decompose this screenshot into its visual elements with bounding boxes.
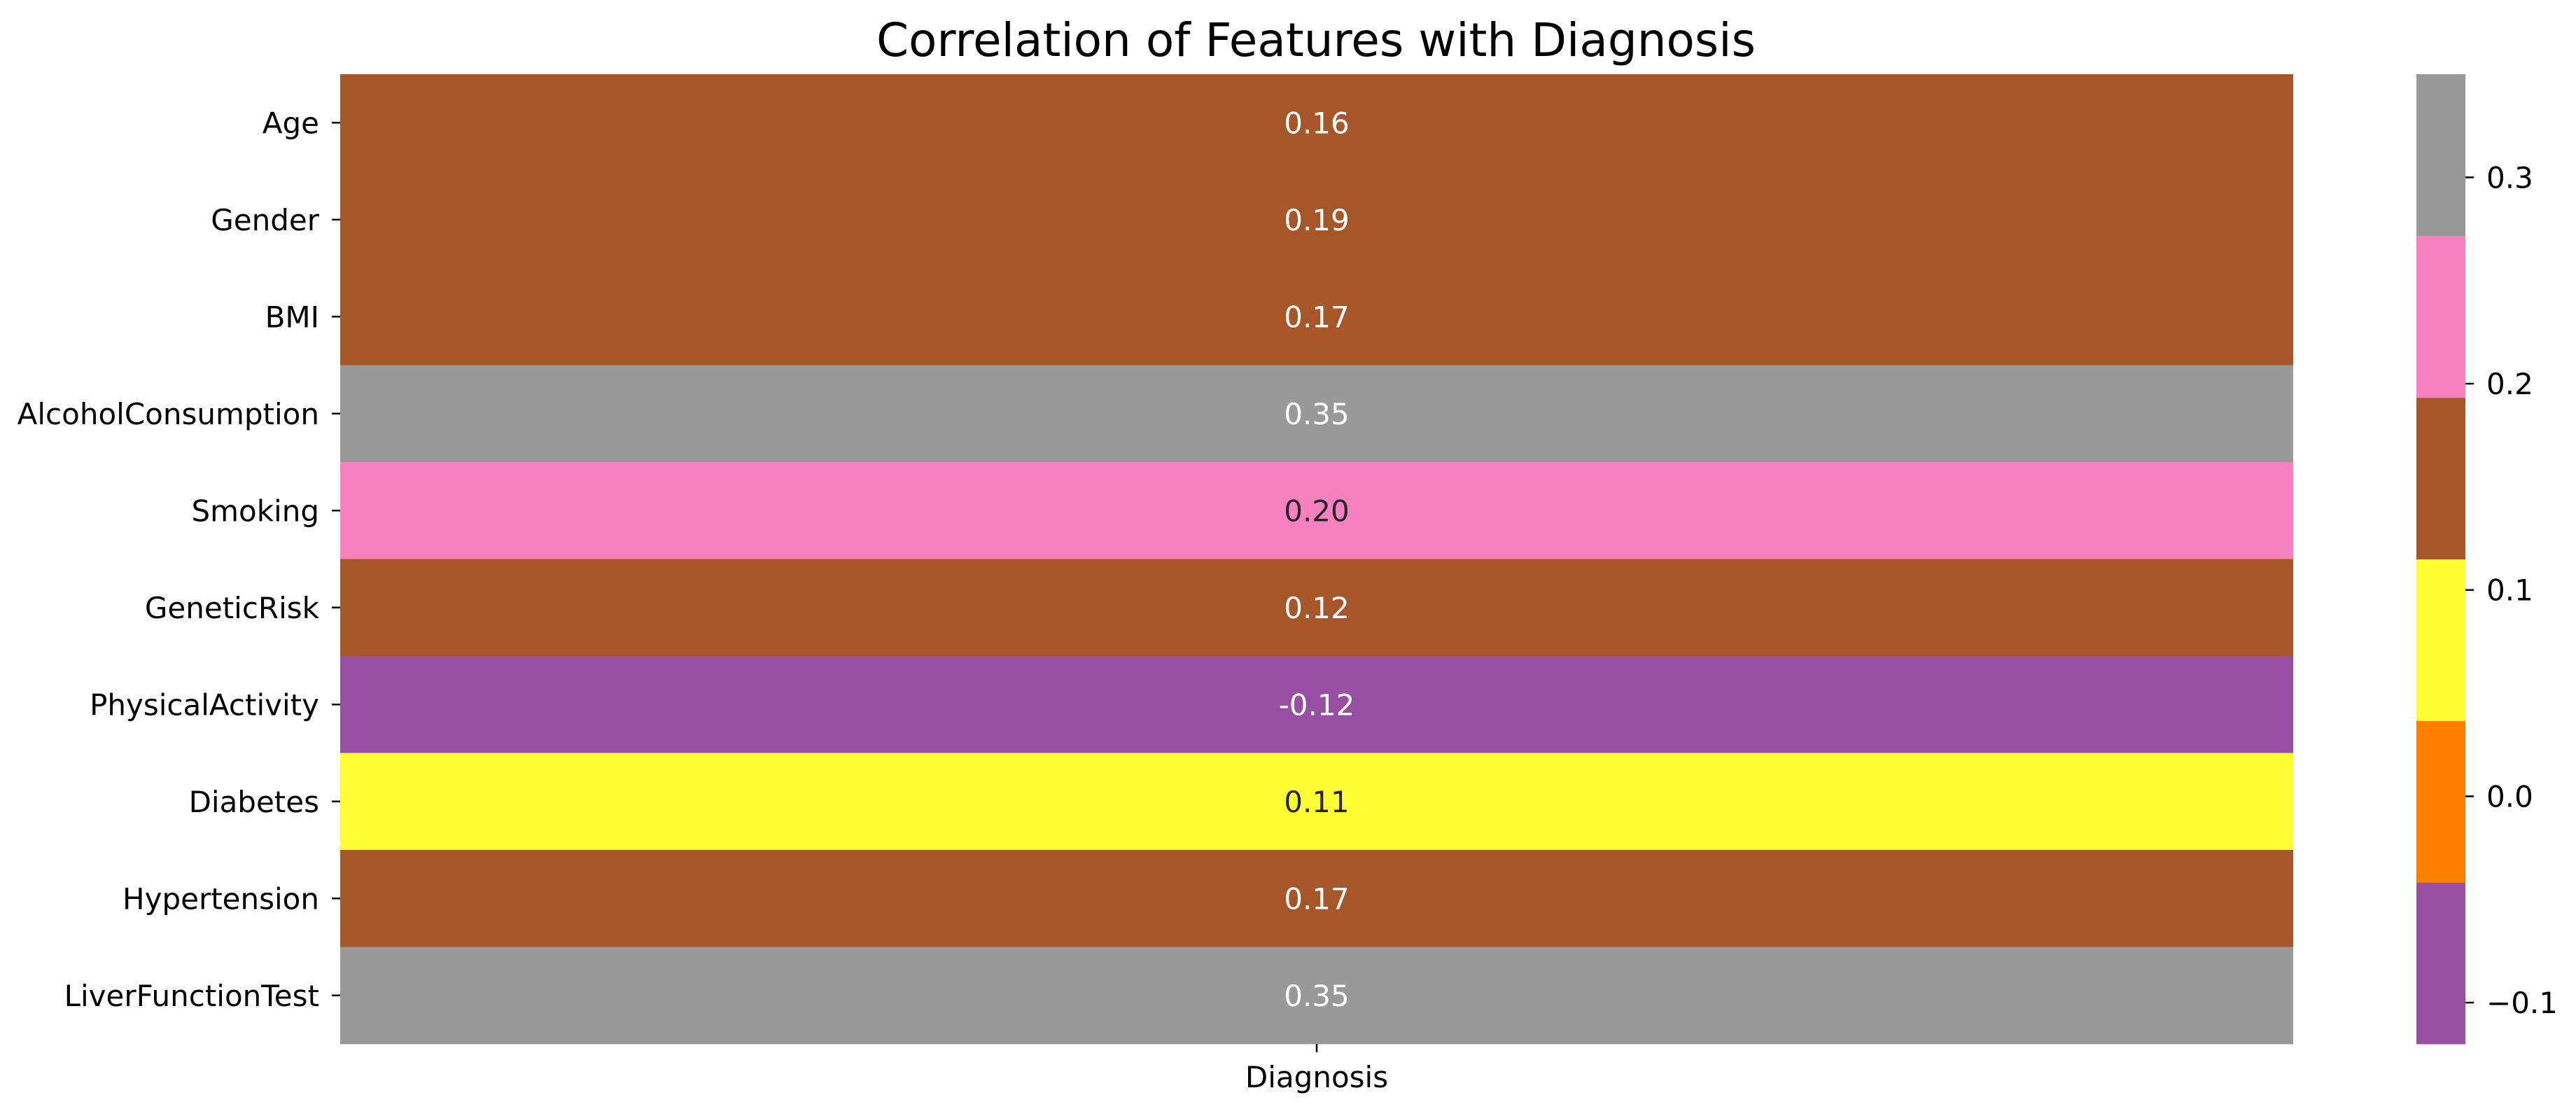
y-axis: Age Gender BMI AlcoholConsumption Smoking Gen… xyxy=(18,106,340,1013)
colorbar-tick-label: 0.2 xyxy=(2486,367,2533,401)
colorbar-segment xyxy=(2416,397,2465,559)
colorbar-segment xyxy=(2416,235,2465,398)
colorbar-segment xyxy=(2416,74,2465,237)
heatmap-cell-liverfunctiontest xyxy=(340,947,2293,1045)
y-tick-label: Age xyxy=(262,106,319,140)
x-tick-label: Diagnosis xyxy=(1245,1060,1388,1094)
y-tick-label: GeneticRisk xyxy=(145,591,320,625)
heatmap-cell-age xyxy=(340,74,2293,172)
x-axis: Diagnosis xyxy=(1245,1044,1388,1094)
y-tick-label: BMI xyxy=(265,300,319,334)
y-tick-label: Hypertension xyxy=(122,881,319,916)
chart-title: Correlation of Features with Diagnosis xyxy=(876,13,1756,67)
cell-value-label: 0.20 xyxy=(1284,494,1350,528)
y-tick-label: Smoking xyxy=(191,494,319,528)
colorbar-tick-label: 0.0 xyxy=(2486,779,2533,814)
cell-value-label: 0.17 xyxy=(1284,881,1350,916)
cell-value-label: 0.19 xyxy=(1284,203,1350,237)
heatmap-cell-physicalactivity xyxy=(340,656,2293,753)
colorbar-tick-label: 0.3 xyxy=(2486,160,2533,195)
cell-value-label: 0.16 xyxy=(1284,106,1350,140)
cell-value-label: 0.35 xyxy=(1284,979,1350,1013)
y-tick-label: Gender xyxy=(211,203,320,237)
heatmap-cell-hypertension xyxy=(340,850,2293,947)
colorbar-tick-label: −0.1 xyxy=(2486,986,2558,1020)
y-tick-label: AlcoholConsumption xyxy=(18,397,319,431)
cell-value-label: 0.12 xyxy=(1284,591,1350,625)
y-tick-label: Diabetes xyxy=(189,785,319,819)
heatmap-cell-gender xyxy=(340,171,2293,269)
cell-value-label: -0.12 xyxy=(1279,688,1355,722)
cell-value-label: 0.11 xyxy=(1284,785,1350,819)
heatmap-cell-geneticrisk xyxy=(340,559,2293,657)
heatmap-cell-smoking xyxy=(340,462,2293,559)
heatmap-cell-bmi xyxy=(340,268,2293,365)
y-tick-label: PhysicalActivity xyxy=(90,688,319,722)
heatmap-cells: 0.16 0.19 0.17 0.35 0.20 0.12 -0.12 0.11 0.17 0.3… xyxy=(340,74,2293,1045)
colorbar-segment xyxy=(2416,882,2465,1045)
heatmap-cell-alcoholconsumption xyxy=(340,365,2293,463)
colorbar-segment xyxy=(2416,720,2465,883)
colorbar-tick-label: 0.1 xyxy=(2486,573,2533,608)
cell-value-label: 0.17 xyxy=(1284,300,1350,334)
cell-value-label: 0.35 xyxy=(1284,397,1350,431)
heatmap-cell-diabetes xyxy=(340,753,2293,851)
colorbar: −0.1 0.0 0.1 0.2 0.3 xyxy=(2416,74,2558,1045)
y-tick-label: LiverFunctionTest xyxy=(64,979,319,1013)
colorbar-segment xyxy=(2416,559,2465,721)
